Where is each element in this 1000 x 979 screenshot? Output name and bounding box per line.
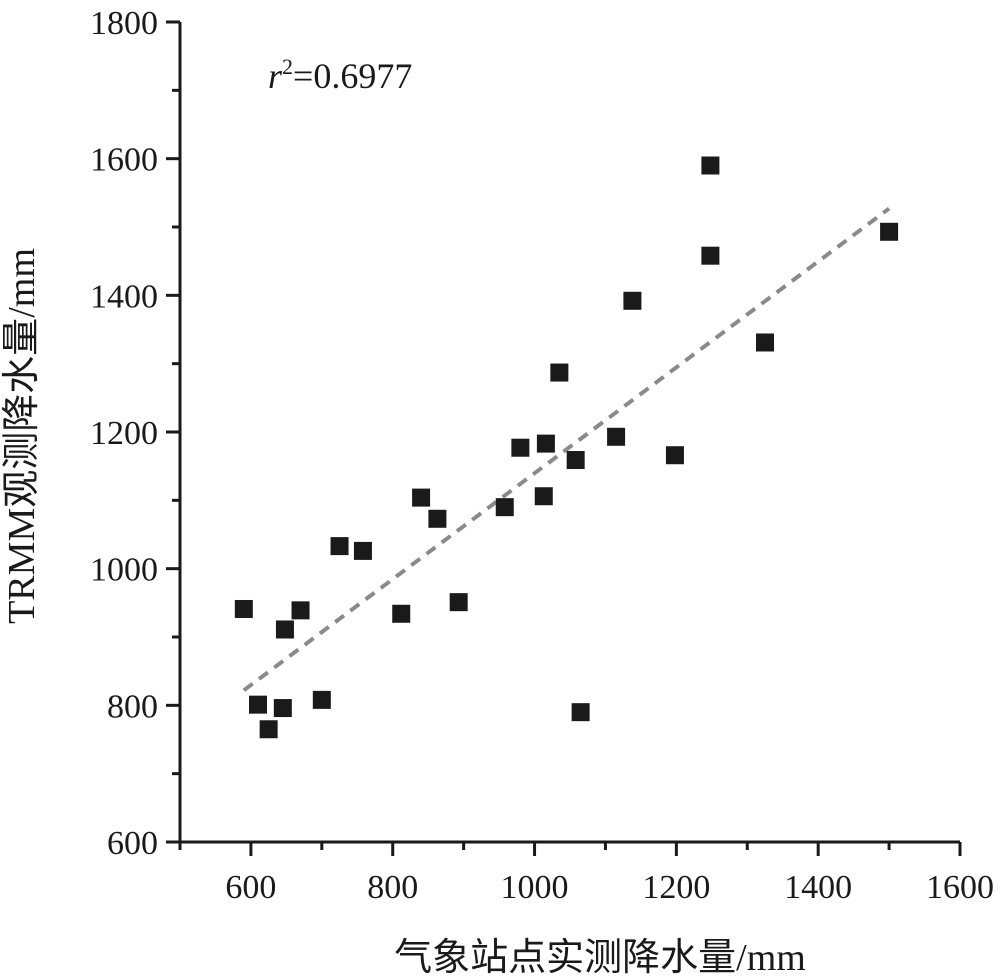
x-tick-label: 600 <box>225 869 276 906</box>
r-value: =0.6977 <box>293 56 412 96</box>
data-point <box>392 604 411 623</box>
data-point <box>249 695 267 714</box>
data-point <box>273 699 292 718</box>
x-axis-title: 气象站点实测降水量/mm <box>394 937 806 979</box>
y-tick-label: 1400 <box>90 278 158 315</box>
y-axis-title: TRMM观测降水量/mm <box>1 248 43 624</box>
data-point <box>312 690 331 709</box>
data-point <box>880 222 899 241</box>
data-point <box>259 720 278 739</box>
y-tick-label: 1800 <box>90 5 158 42</box>
data-point <box>536 434 555 453</box>
data-point <box>412 488 431 507</box>
r-symbol: r <box>268 56 283 96</box>
axes: 600 800 1000 1200 1400 1600 1800 600 800 1000 1200… <box>90 5 994 906</box>
trendline-group <box>242 206 891 692</box>
data-point <box>291 601 310 620</box>
data-point <box>495 498 514 517</box>
x-tick-label: 1000 <box>501 869 569 906</box>
x-tick-label: 1600 <box>926 869 994 906</box>
r-exponent: 2 <box>282 54 293 79</box>
x-tick-label: 1400 <box>784 869 852 906</box>
data-point <box>550 363 569 382</box>
data-point <box>665 446 684 465</box>
x-tick-label: 1200 <box>642 869 710 906</box>
data-point <box>234 599 253 618</box>
data-point <box>571 703 590 722</box>
data-point <box>701 246 720 265</box>
y-tick-label: 1600 <box>90 142 158 179</box>
data-point <box>566 451 585 470</box>
y-tick-label: 800 <box>107 688 158 725</box>
y-tick-label: 600 <box>107 825 158 862</box>
data-point <box>623 291 642 310</box>
data-point <box>428 509 447 528</box>
data-point <box>275 620 294 639</box>
x-tick-label: 800 <box>367 869 418 906</box>
data-point <box>534 487 553 506</box>
data-point <box>701 156 720 175</box>
points-group <box>234 156 899 739</box>
data-point <box>511 438 530 457</box>
y-tick-label: 1000 <box>90 552 158 589</box>
data-point <box>756 333 774 352</box>
y-tick-label: 1200 <box>90 415 158 452</box>
r-squared-annotation: r2=0.6977 <box>268 54 412 96</box>
data-point <box>449 593 468 612</box>
trendline <box>242 206 891 692</box>
data-point <box>353 541 372 560</box>
data-point <box>607 427 626 446</box>
data-point <box>330 537 349 556</box>
